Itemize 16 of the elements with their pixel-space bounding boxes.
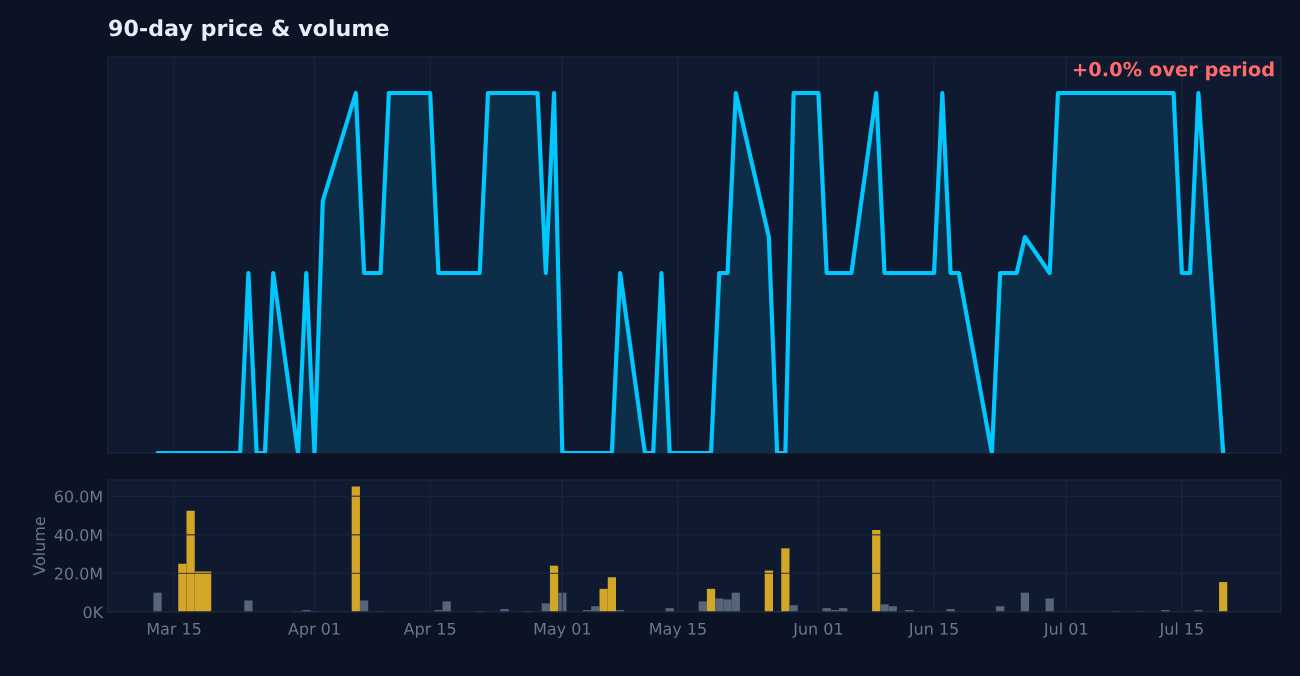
- y-tick-label: 40.0M: [54, 529, 102, 542]
- x-tick-label: Jul 01: [1043, 622, 1088, 638]
- x-tick-label: Jun 01: [792, 622, 843, 638]
- x-tick-label: Jun 15: [908, 622, 958, 638]
- text: +0.0% over period: [1073, 61, 1274, 81]
- chart-title: 90-day price & volume: [109, 19, 389, 41]
- x-tick-label: Jul 15: [1158, 622, 1203, 638]
- y-tick-label: 0K: [83, 606, 104, 619]
- x-tick-label: Apr 15: [403, 622, 456, 638]
- y-tick-label: 60.0M: [54, 490, 102, 503]
- y-tick-label: 20.0M: [54, 567, 102, 580]
- x-tick-label: May 01: [534, 622, 591, 638]
- x-tick-label: Apr 01: [288, 622, 340, 638]
- y-axis-title: Volume: [32, 517, 46, 576]
- x-tick-label: May 15: [650, 622, 706, 638]
- x-tick-label: Mar 15: [147, 622, 201, 635]
